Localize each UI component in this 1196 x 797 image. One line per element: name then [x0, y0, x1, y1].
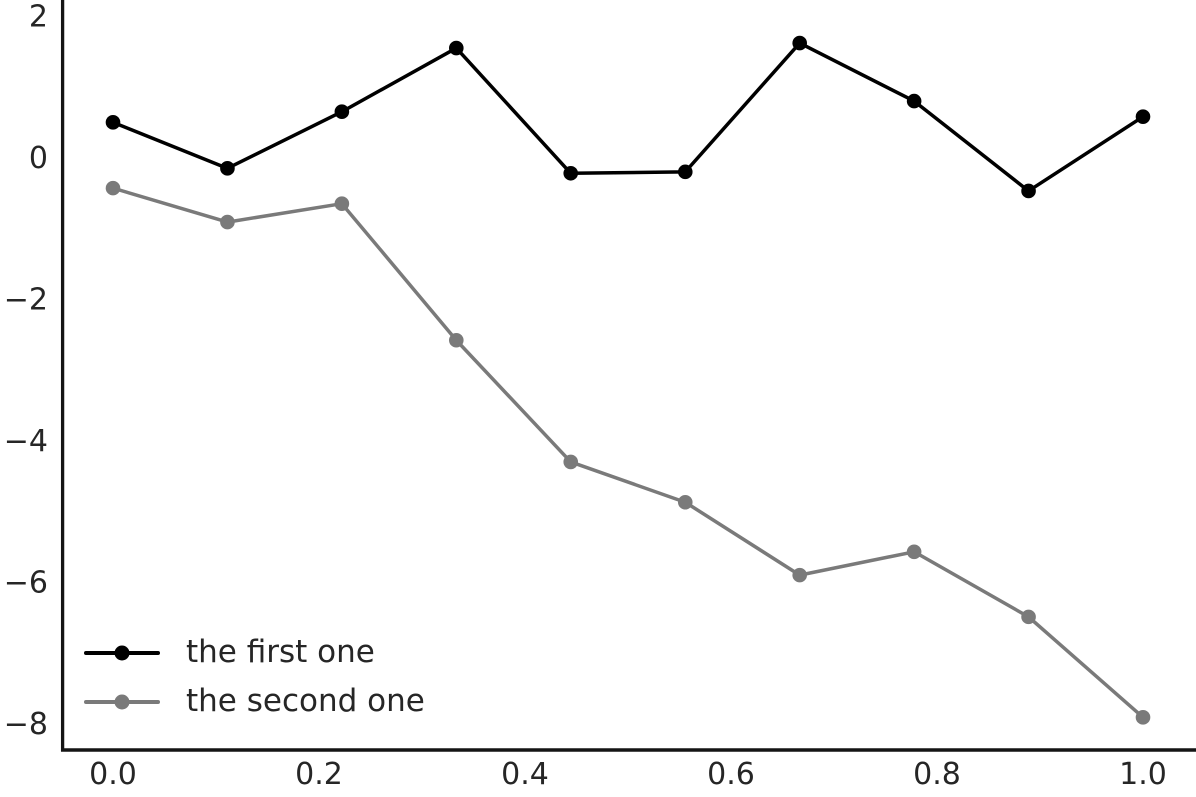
data-point [906, 93, 922, 109]
x-tick-label: 0.6 [707, 757, 755, 792]
y-tick-label: −8 [4, 707, 48, 742]
y-axis-tick-labels: 2 0 −2 −4 −6 −8 [4, 0, 48, 742]
data-point [1021, 183, 1036, 199]
y-tick-label: −4 [4, 424, 48, 459]
legend-label-first: the first one [186, 634, 375, 670]
series-line-second [111, 186, 1145, 720]
axes-spines [60, 0, 1196, 752]
data-point [1021, 609, 1036, 625]
y-tick-label: −6 [4, 566, 48, 601]
x-tick-label: 0.8 [913, 757, 961, 792]
data-point [448, 332, 464, 348]
data-point [448, 40, 464, 56]
data-point [334, 104, 350, 120]
x-tick-label: 0.0 [89, 757, 137, 792]
data-point [105, 180, 121, 196]
y-tick-label: 2 [29, 0, 48, 35]
data-point [677, 164, 693, 180]
legend-item-first: the first one [84, 628, 425, 677]
y-tick-label: −2 [4, 283, 48, 318]
x-axis-tick-labels: 0.0 0.2 0.4 0.6 0.8 1.0 [89, 757, 1167, 792]
data-point [220, 214, 235, 230]
data-point [677, 494, 693, 510]
legend-label-second: the second one [186, 683, 425, 719]
x-tick-label: 1.0 [1119, 757, 1167, 792]
x-tick-label: 0.2 [295, 757, 343, 792]
legend-item-second: the second one [84, 677, 425, 726]
data-point [563, 454, 579, 470]
data-point [220, 161, 235, 176]
circle-marker-icon [114, 694, 130, 709]
data-point [792, 35, 808, 51]
legend-sample-first [84, 644, 160, 661]
y-tick-label: 0 [29, 141, 48, 176]
data-point [1135, 109, 1151, 124]
data-point [792, 567, 808, 583]
data-point [563, 165, 579, 181]
data-point [334, 196, 350, 211]
x-tick-label: 0.4 [501, 757, 549, 792]
series-layer [105, 35, 1151, 725]
legend: the first one the second one [84, 628, 425, 726]
data-point [105, 115, 121, 130]
data-point [1135, 710, 1151, 725]
series-line-first [111, 41, 1145, 193]
legend-sample-second [84, 693, 160, 710]
data-point [906, 544, 922, 560]
circle-marker-icon [114, 645, 130, 660]
